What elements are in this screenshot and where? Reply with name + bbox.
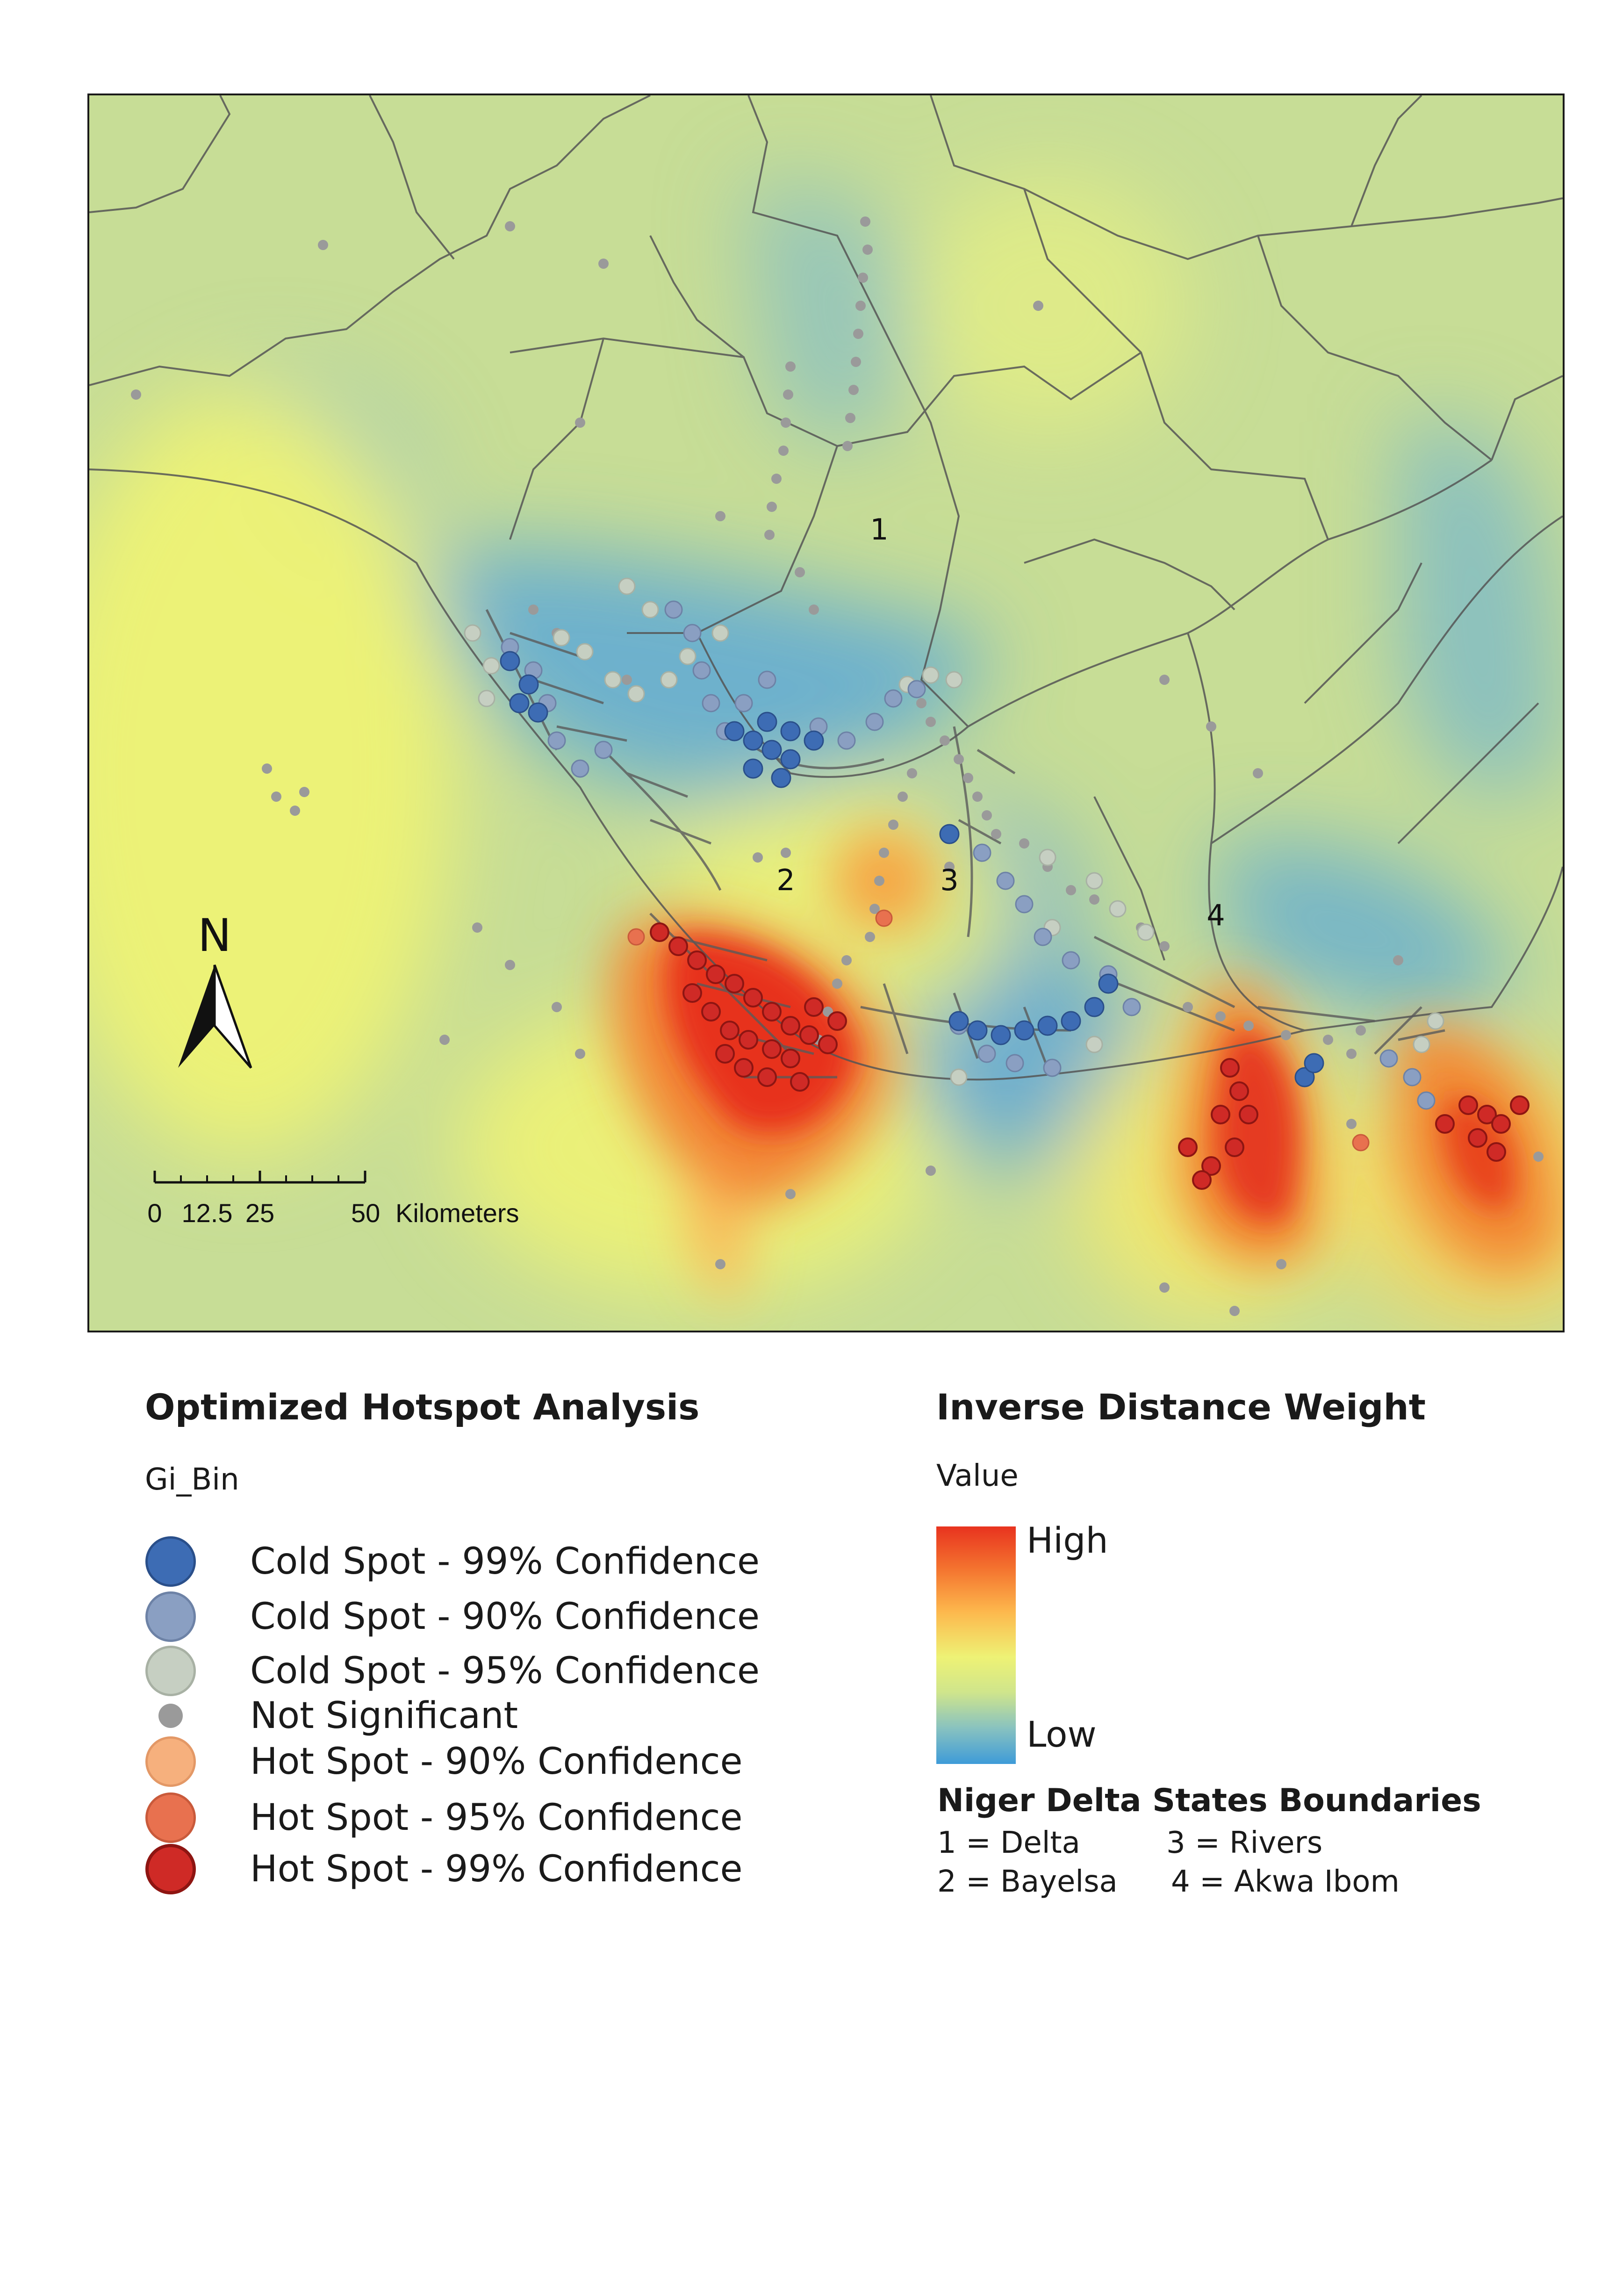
cold-spot-90-points: [501, 600, 1436, 1110]
scale-bar: 0 12.5 25 50 Kilometers: [147, 1171, 519, 1228]
state-label-rivers: 3: [940, 863, 958, 897]
cold-spot-90-swatch: [145, 1591, 196, 1642]
state-label-akwa-ibom: 4: [1206, 898, 1225, 932]
hot-spot-95-label: Hot Spot - 95% Confidence: [250, 1797, 743, 1839]
cold-spot-99-swatch: [145, 1536, 196, 1587]
state-labels: 1 2 3 4: [776, 512, 1225, 932]
legend-item-hot-90: Hot Spot - 90% Confidence: [145, 1736, 743, 1787]
north-arrow: N: [178, 909, 252, 1069]
idw-high-label: High: [1027, 1519, 1108, 1561]
idw-value-label: Value: [936, 1459, 1019, 1493]
cold-spot-95-swatch: [145, 1646, 196, 1696]
legend-item-cold-90: Cold Spot - 90% Confidence: [145, 1591, 760, 1642]
hot-spot-95-points: [627, 909, 1370, 1152]
north-arrow-letter: N: [198, 909, 231, 962]
hot-spot-99-swatch: [145, 1844, 196, 1894]
scale-tick-12-5: 12.5: [182, 1198, 233, 1228]
cold-spot-95-points: [464, 577, 1444, 1086]
legend-item-hot-99: Hot Spot - 99% Confidence: [145, 1844, 743, 1894]
cold-spot-99-points: [500, 651, 1324, 1087]
legend-item-hot-95: Hot Spot - 95% Confidence: [145, 1792, 743, 1843]
legend-item-cold-99: Cold Spot - 99% Confidence: [145, 1536, 760, 1587]
scale-tick-0: 0: [147, 1198, 162, 1228]
scale-unit: Kilometers: [395, 1198, 519, 1228]
hotspot-legend-field: Gi_Bin: [145, 1462, 239, 1497]
scale-tick-25: 25: [245, 1198, 274, 1228]
hot-spot-90-swatch: [145, 1736, 196, 1787]
scale-tick-50: 50: [351, 1198, 380, 1228]
map-canvas: 1 2 3 4 N 0 12.5 25 50 Kilomet: [89, 95, 1563, 1331]
idw-surface: [89, 95, 1563, 1331]
states-legend-title: Niger Delta States Boundaries: [937, 1782, 1481, 1819]
hot-spot-99-label: Hot Spot - 99% Confidence: [250, 1848, 743, 1890]
state-label-bayelsa: 2: [776, 863, 795, 897]
not-significant-points: [131, 216, 1544, 1316]
states-item-delta: 1 = Delta: [937, 1826, 1080, 1860]
idw-legend-title: Inverse Distance Weight: [936, 1386, 1426, 1428]
states-item-akwa-ibom: 4 = Akwa Ibom: [1171, 1864, 1400, 1899]
states-item-rivers: 3 = Rivers: [1166, 1826, 1323, 1860]
north-arrow-icon: [178, 965, 215, 1068]
legend-item-not-significant: Not Significant: [158, 1692, 518, 1739]
cold-spot-99-label: Cold Spot - 99% Confidence: [250, 1540, 760, 1583]
not-significant-swatch: [158, 1704, 183, 1728]
not-significant-label: Not Significant: [250, 1695, 518, 1737]
legend-item-cold-95: Cold Spot - 95% Confidence: [145, 1646, 760, 1696]
idw-low-label: Low: [1027, 1713, 1097, 1755]
hot-spot-99-points: [650, 922, 1530, 1190]
states-item-bayelsa: 2 = Bayelsa: [937, 1864, 1118, 1899]
cold-spot-95-label: Cold Spot - 95% Confidence: [250, 1650, 760, 1692]
idw-color-ramp: [936, 1526, 1016, 1764]
hotspot-legend-title: Optimized Hotspot Analysis: [145, 1386, 700, 1428]
state-label-delta: 1: [870, 512, 888, 547]
cold-spot-90-label: Cold Spot - 90% Confidence: [250, 1596, 760, 1638]
hot-spot-95-swatch: [145, 1792, 196, 1843]
map-frame[interactable]: 1 2 3 4 N 0 12.5 25 50 Kilomet: [87, 94, 1565, 1332]
hot-spot-90-label: Hot Spot - 90% Confidence: [250, 1741, 743, 1783]
